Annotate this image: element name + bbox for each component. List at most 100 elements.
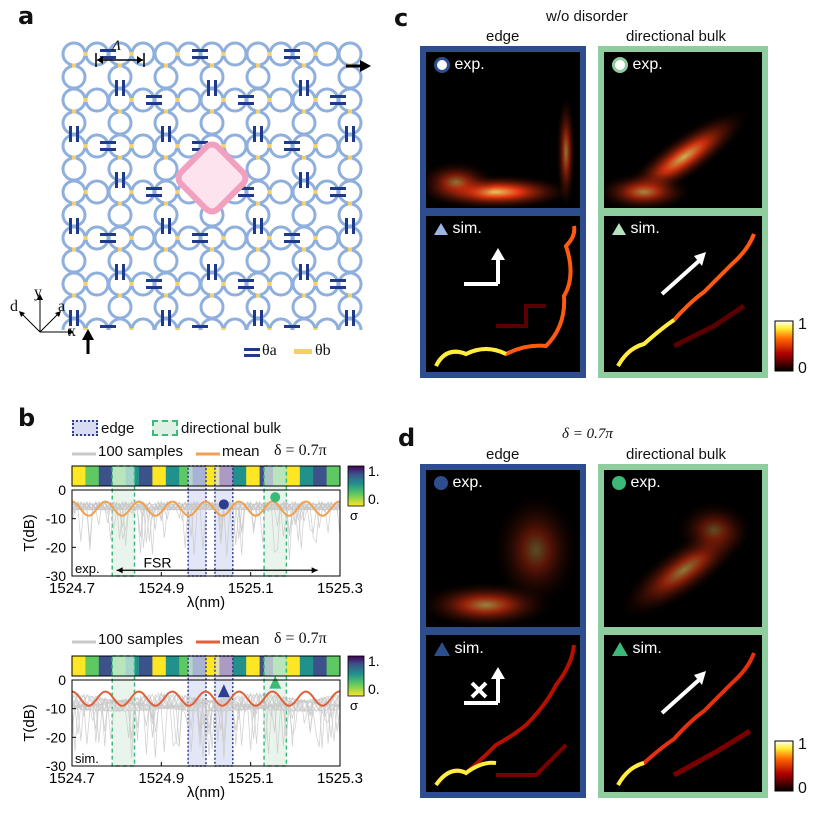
coupler-a: [345, 310, 348, 326]
site-ring: [339, 135, 361, 157]
coupler-a: [100, 141, 116, 144]
site-ring: [247, 89, 269, 111]
link-ring: [109, 250, 131, 272]
site-ring: [155, 227, 177, 249]
exp-intensity-bulk-d: [604, 470, 762, 627]
coupler-b: [348, 202, 352, 206]
sigma-strip-cell: [166, 656, 180, 676]
coupler-a: [100, 148, 116, 151]
sim-path-edge: [426, 216, 580, 372]
coupler-a: [76, 126, 79, 142]
link-ring: [293, 250, 315, 272]
link-ring: [270, 319, 292, 330]
axis-x-label: x: [68, 323, 76, 341]
coupler-b: [348, 110, 352, 114]
coupler-b: [130, 282, 134, 286]
coupler-a: [69, 126, 72, 142]
link-ring: [316, 319, 338, 330]
coupler-a: [168, 126, 171, 142]
coupler-b: [118, 294, 122, 298]
x-tick-label: 1525.1: [228, 580, 274, 597]
coupler-b: [314, 52, 318, 56]
coupler-a: [161, 218, 164, 234]
sigma-strip-cell: [300, 466, 314, 486]
coupler-a: [161, 126, 164, 142]
y-tick-label: -10: [46, 701, 66, 717]
theta-a-label: θa: [262, 342, 277, 360]
link-ring: [270, 273, 292, 295]
site-ring: [63, 135, 85, 157]
coupler-a: [284, 240, 300, 243]
sim-heatmap-bulk: [604, 216, 762, 372]
coupler-a: [253, 126, 256, 142]
panel-c-bulk-header: directional bulk: [626, 28, 726, 45]
spectrum-plot-top: 0 -10 -20 -301524.7 1524.9 1525.1 1525.3 T(dB) λ…: [20, 460, 380, 620]
y-tick-label: 0: [58, 672, 66, 688]
axis-a-label: a: [58, 298, 65, 316]
link-ring: [270, 227, 292, 249]
site-ring: [63, 181, 85, 203]
coupler-b: [314, 190, 318, 194]
coupler-a: [284, 148, 300, 151]
coupler-b: [314, 236, 318, 240]
link-ring: [178, 43, 200, 65]
link-ring: [339, 158, 361, 180]
coupler-a: [168, 218, 171, 234]
colorbar-c: [774, 320, 796, 372]
link-ring: [247, 250, 269, 272]
coupler-b: [348, 248, 352, 252]
link-ring: [109, 112, 131, 134]
sim-label-bulk: sim.: [612, 220, 660, 238]
coupler-a: [352, 126, 355, 142]
link-ring: [316, 273, 338, 295]
exp-intensity-bulk: [604, 52, 762, 208]
coupler-b: [72, 156, 76, 160]
triangle-marker-icon: [612, 223, 626, 235]
y-axis-label: T(dB): [21, 514, 38, 552]
coupler-a: [253, 218, 256, 234]
coupler-a: [115, 264, 118, 280]
coupler-a: [161, 310, 164, 326]
coupler-a: [330, 286, 346, 289]
coupler-a: [69, 218, 72, 234]
x-axis-label: λ(nm): [187, 784, 225, 801]
link-ring: [293, 66, 315, 88]
coupler-b: [84, 236, 88, 240]
link-ring: [224, 89, 246, 111]
coupler-a: [345, 126, 348, 142]
x-tick-label: 1525.1: [228, 770, 274, 787]
coupler-a: [238, 279, 254, 282]
sigma-strip-cell: [166, 466, 180, 486]
coupler-b: [130, 236, 134, 240]
bulk-band: [264, 466, 286, 576]
coupler-a: [260, 126, 263, 142]
exp-heatmap-bulk: [604, 52, 762, 208]
coupler-a: [284, 141, 300, 144]
site-ring: [109, 227, 131, 249]
exp-heatmap-edge: [426, 52, 580, 208]
site-ring: [63, 89, 85, 111]
link-ring: [201, 250, 223, 272]
link-ring: [63, 204, 85, 226]
coupler-b: [164, 110, 168, 114]
link-ring: [155, 296, 177, 318]
link-ring: [224, 227, 246, 249]
link-ring: [63, 158, 85, 180]
colorbar-d-max: 1: [798, 736, 807, 754]
link-ring: [86, 89, 108, 111]
circle-marker-icon: [434, 476, 448, 490]
coupler-b: [222, 52, 226, 56]
legend-samples-label-bottom: 100 samples: [98, 631, 183, 648]
link-ring: [178, 319, 200, 330]
colorbar-c-min: 0: [798, 360, 807, 378]
coupler-a: [238, 102, 254, 105]
link-ring: [270, 181, 292, 203]
coupler-a: [306, 80, 309, 96]
coupler-b: [222, 282, 226, 286]
coupler-b: [210, 64, 214, 68]
link-ring: [178, 273, 200, 295]
colorbar-max-label: 1.0: [368, 653, 380, 669]
sim-heatmap-edge-d: [426, 635, 580, 792]
circle-marker-icon: [612, 57, 628, 73]
x-tick-label: 1524.9: [138, 580, 184, 597]
